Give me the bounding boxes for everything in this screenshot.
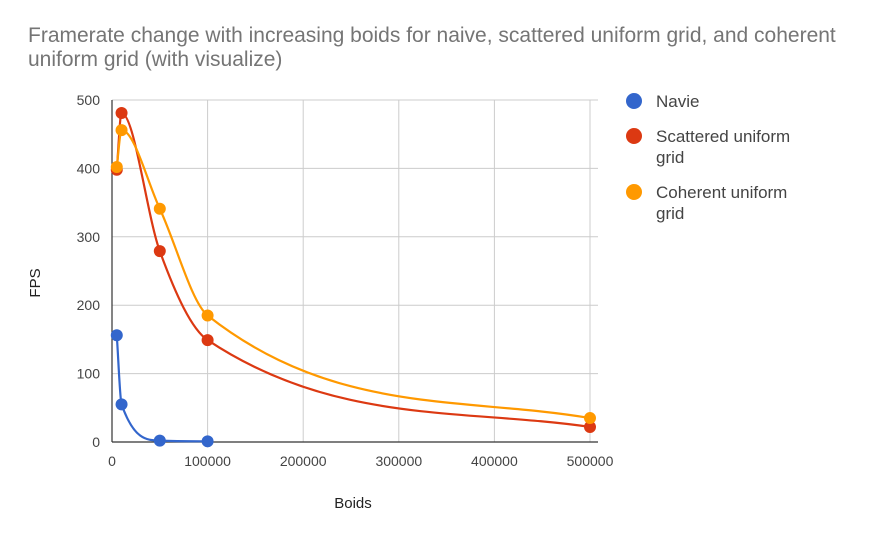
chart-title: Framerate change with increasing boids f…	[28, 24, 836, 71]
y-axis-label: FPS	[27, 268, 44, 297]
series-line	[115, 335, 208, 443]
grid-layer	[112, 99, 598, 442]
data-point	[115, 398, 128, 411]
legend-label-line: grid	[656, 204, 684, 223]
y-tick-label: 0	[92, 434, 100, 450]
data-point	[201, 435, 214, 448]
series-line	[115, 128, 591, 420]
data-point	[584, 412, 596, 425]
legend-label-line: Scattered uniform	[656, 127, 790, 146]
y-tick-label: 200	[77, 297, 101, 313]
y-tick-label: 100	[77, 366, 101, 382]
legend-label: Coherent uniform grid	[656, 183, 787, 223]
legend-marker	[626, 128, 642, 144]
legend-label-line: Coherent uniform	[656, 183, 787, 202]
legend-marker	[626, 184, 642, 200]
data-point	[153, 245, 166, 258]
data-point	[201, 309, 214, 322]
label-layer: Boids FPS	[27, 268, 372, 512]
legend-label-line: Navie	[656, 92, 699, 111]
series-0	[110, 329, 214, 448]
data-point	[115, 106, 128, 119]
legend-label: Scattered uniform grid	[656, 127, 790, 167]
data-point	[110, 329, 123, 342]
series-layer	[110, 106, 596, 448]
data-point	[110, 161, 123, 174]
x-tick-label: 500000	[567, 453, 614, 469]
legend-marker	[626, 93, 642, 109]
x-tick-label: 400000	[471, 453, 518, 469]
y-tick-label: 300	[77, 229, 101, 245]
y-tick-label: 400	[77, 160, 101, 176]
data-point	[153, 202, 166, 215]
data-point	[115, 124, 128, 137]
legend-label-line: grid	[656, 148, 684, 167]
data-point	[584, 420, 596, 433]
data-point	[153, 434, 166, 447]
series-line	[115, 111, 591, 429]
x-tick-label: 300000	[375, 453, 422, 469]
axis-layer: 0 100 200 300 400 500 0 100000 200000 300000 40000…	[77, 92, 614, 469]
x-tick-label: 200000	[280, 453, 327, 469]
data-point	[201, 334, 214, 347]
y-tick-label: 500	[77, 92, 101, 108]
x-tick-label: 0	[108, 453, 116, 469]
x-tick-label: 100000	[184, 453, 231, 469]
series-2	[110, 124, 596, 425]
legend-label: Navie	[656, 92, 699, 111]
x-axis-label: Boids	[334, 495, 372, 512]
